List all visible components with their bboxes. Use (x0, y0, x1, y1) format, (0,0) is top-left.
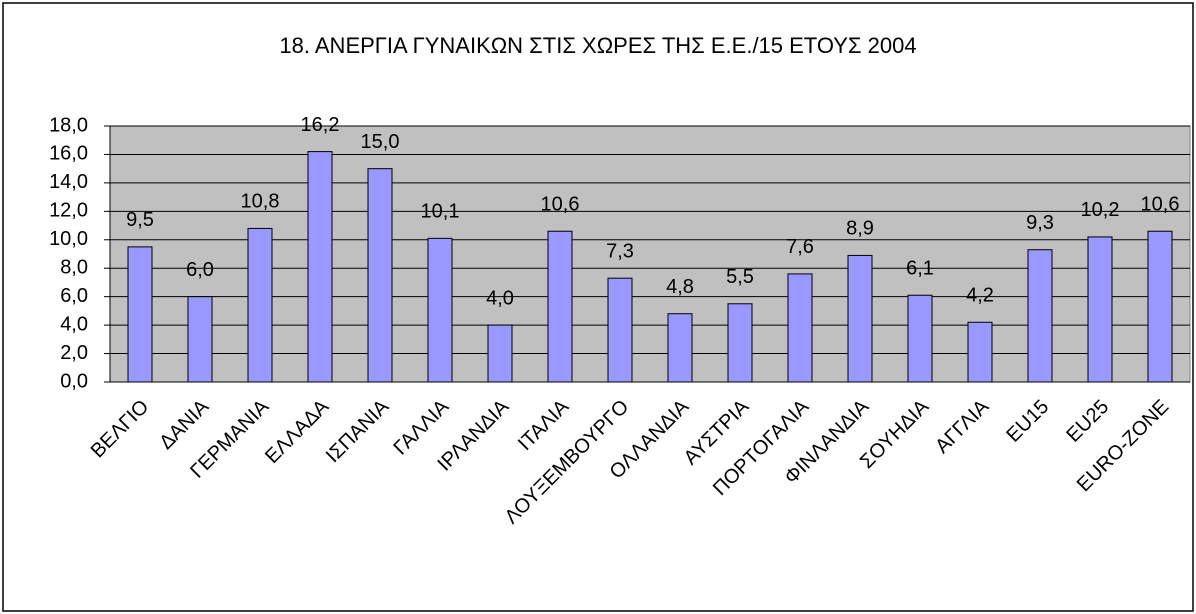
bar (1087, 236, 1113, 383)
data-label: 8,9 (846, 218, 874, 240)
bar (727, 303, 753, 383)
y-tick-label: 4,0 (60, 313, 88, 335)
bar (187, 296, 213, 383)
data-label: 10,6 (1141, 194, 1180, 216)
bar (1147, 230, 1173, 383)
bar (847, 254, 873, 383)
data-label: 6,1 (906, 258, 934, 280)
bar (247, 227, 273, 383)
data-label: 10,1 (421, 201, 460, 223)
data-label: 15,0 (361, 131, 400, 153)
y-tick-label: 8,0 (60, 257, 88, 279)
bar (667, 313, 693, 383)
y-tick-label: 0,0 (60, 370, 88, 392)
chart-title: 18. ΑΝΕΡΓΙΑ ΓΥΝΑΙΚΩΝ ΣΤΙΣ ΧΩΡΕΣ ΤΗΣ Ε.Ε.… (279, 33, 916, 58)
bar (367, 168, 393, 383)
y-tick-label: 10,0 (49, 228, 88, 250)
y-tick-label: 18,0 (49, 114, 88, 136)
data-label: 5,5 (726, 266, 754, 288)
data-label: 10,2 (1081, 199, 1120, 221)
plot-area (109, 125, 1191, 383)
y-tick-label: 6,0 (60, 285, 88, 307)
data-label: 9,5 (126, 209, 154, 231)
data-label: 6,0 (186, 259, 214, 281)
y-tick-label: 16,0 (49, 143, 88, 165)
y-tick-label: 2,0 (60, 342, 88, 364)
data-label: 10,6 (541, 194, 580, 216)
y-tick-label: 14,0 (49, 171, 88, 193)
data-label: 7,3 (606, 240, 634, 262)
data-label: 16,2 (301, 114, 340, 136)
bar (1027, 249, 1053, 383)
data-label: 4,0 (486, 287, 514, 309)
data-label: 9,3 (1026, 212, 1054, 234)
bar (967, 321, 993, 383)
bar (547, 230, 573, 383)
data-label: 7,6 (786, 236, 814, 258)
y-tick-label: 12,0 (49, 200, 88, 222)
data-label: 4,2 (966, 285, 994, 307)
bar (307, 151, 333, 383)
bar (427, 237, 453, 383)
bar (607, 277, 633, 383)
bar (127, 246, 153, 383)
data-label: 4,8 (666, 276, 694, 298)
bar (907, 294, 933, 383)
bar (487, 324, 513, 383)
data-label: 10,8 (241, 191, 280, 213)
bar (787, 273, 813, 383)
